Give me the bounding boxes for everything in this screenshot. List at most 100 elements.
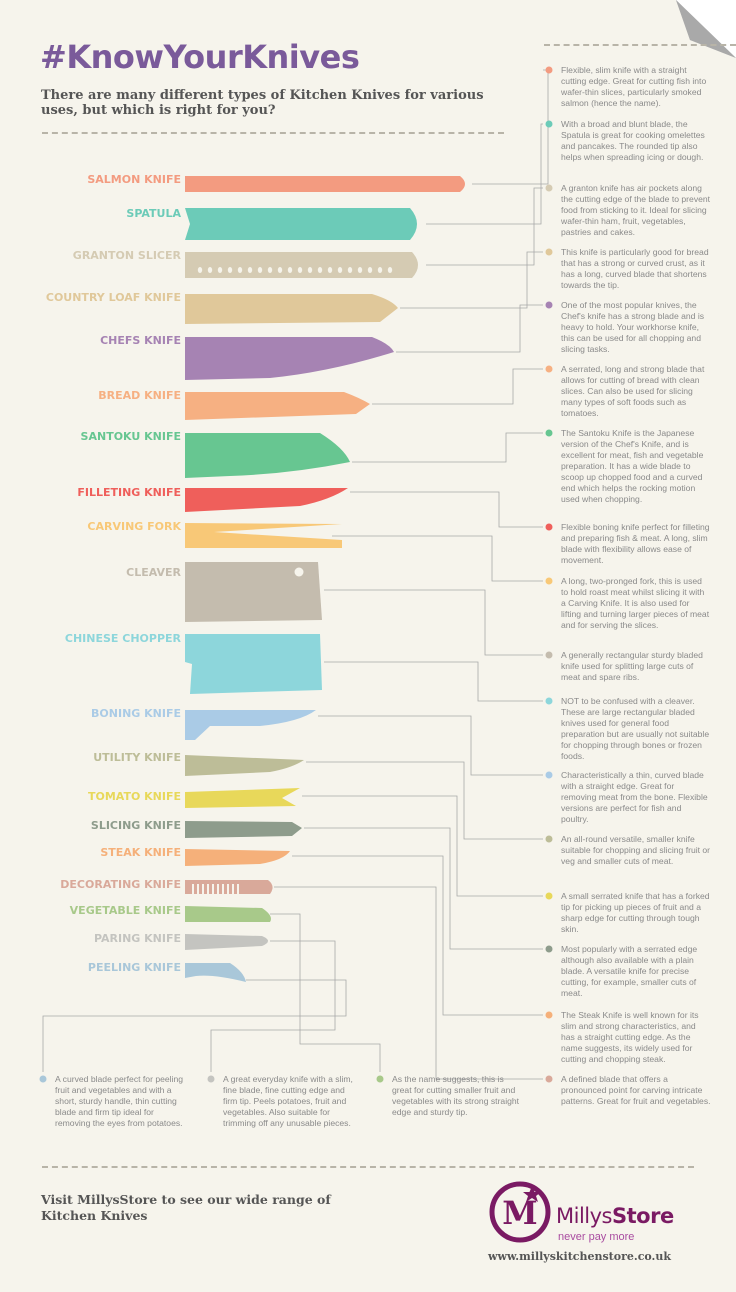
description-dot (545, 248, 553, 256)
knife-shape (185, 392, 370, 420)
decorating-tooth (197, 884, 199, 894)
knife-description: A small serrated knife that has a forked… (561, 891, 710, 934)
knife-shape (185, 433, 350, 478)
decorating-tooth (202, 884, 204, 894)
connector-line (210, 940, 336, 1072)
decorating-tooth (192, 884, 194, 894)
knife-shape (185, 849, 290, 866)
granton-dimple (367, 267, 373, 273)
description-dot (545, 365, 553, 373)
knife-shape (185, 934, 268, 950)
description-dot (545, 892, 553, 900)
connector-line (372, 368, 543, 405)
knife-label: BONING KNIFE (91, 707, 181, 720)
knife-label: UTILITY KNIFE (93, 751, 181, 764)
granton-dimple (207, 267, 213, 273)
description-dot (545, 697, 553, 705)
granton-dimple (197, 267, 203, 273)
knife-label: SALMON KNIFE (87, 173, 181, 186)
knife-description: A granton knife has air pockets along th… (561, 183, 711, 237)
decorating-tooth (207, 884, 209, 894)
connector-line (332, 535, 543, 582)
connector-line (302, 795, 543, 897)
knife-shape (185, 710, 316, 740)
decorating-tooth (212, 884, 214, 894)
description-dot (545, 1075, 553, 1083)
knife-description: A great everyday knife with a slim, fine… (223, 1074, 353, 1128)
knife-label: FILLETING KNIFE (77, 486, 181, 499)
granton-dimple (277, 267, 283, 273)
brand-name-b: Store (612, 1204, 674, 1228)
knife-label: SANTOKU KNIFE (80, 430, 181, 443)
granton-dimple (257, 267, 263, 273)
description-dot (545, 945, 553, 953)
knife-label: GRANTON SLICER (72, 249, 181, 262)
knife-shape (185, 755, 304, 776)
store-url[interactable]: www.millyskitchenstore.co.uk (488, 1250, 671, 1263)
connector-line (324, 661, 543, 702)
knife-label: VEGETABLE KNIFE (69, 904, 181, 917)
description-dot (545, 651, 553, 659)
description-dot (545, 184, 553, 192)
knife-description: NOT to be confused with a cleaver. These… (561, 696, 710, 761)
knife-label: TOMATO KNIFE (88, 790, 181, 803)
page-subtitle: There are many different types of Kitche… (41, 88, 484, 118)
knife-description: This knife is particularly good for brea… (561, 247, 709, 290)
knife-description: One of the most popular knives, the Chef… (561, 300, 705, 354)
connector-line (318, 715, 543, 776)
connector-line (324, 589, 543, 656)
knife-shape (185, 208, 417, 240)
knife-label: COUNTRY LOAF KNIFE (45, 291, 181, 304)
knife-shape (185, 252, 418, 278)
description-dot (545, 1011, 553, 1019)
connector-line (396, 304, 543, 353)
top-divider (42, 132, 504, 134)
description-dot (545, 301, 553, 309)
knife-description: The Santoku Knife is the Japanese versio… (561, 428, 704, 504)
granton-dimple (217, 267, 223, 273)
knife-shape (185, 788, 300, 808)
knife-description: Characteristically a thin, curved blade … (561, 770, 708, 824)
knife-label: CARVING FORK (87, 520, 181, 533)
connector-line (304, 827, 543, 950)
right-top-divider (544, 44, 736, 46)
granton-dimple (247, 267, 253, 273)
knife-description: As the name suggests, this is great for … (392, 1074, 520, 1117)
knife-description: A defined blade that offers a pronounced… (561, 1074, 711, 1106)
knife-shape (185, 294, 398, 324)
description-dot (545, 523, 553, 531)
decorating-tooth (237, 884, 239, 894)
connector-line (42, 979, 347, 1072)
knife-label: SPATULA (126, 207, 181, 220)
knife-description: A long, two-pronged fork, this is used t… (561, 576, 710, 630)
knife-description: Most popularly with a serrated edge alth… (561, 944, 698, 998)
knife-description: Flexible, slim knife with a straight cut… (561, 65, 707, 108)
granton-dimple (327, 267, 333, 273)
description-dot (545, 577, 553, 585)
visit-store-text: Visit MillysStore to see our wide range … (41, 1192, 331, 1223)
description-dot (376, 1075, 384, 1083)
knife-shape (185, 562, 322, 622)
knife-label: BREAD KNIFE (98, 389, 181, 402)
description-dot (545, 66, 553, 74)
connector-line (292, 855, 543, 1016)
connector-line (274, 886, 543, 1080)
knife-label: CHEFS KNIFE (100, 334, 181, 347)
granton-dimple (297, 267, 303, 273)
granton-dimple (317, 267, 323, 273)
knife-description: The Steak Knife is well known for its sl… (561, 1010, 699, 1064)
knife-shape (185, 337, 394, 380)
granton-dimple (287, 267, 293, 273)
granton-dimple (377, 267, 383, 273)
knife-shape (185, 821, 302, 838)
description-dot (545, 835, 553, 843)
knife-shape (185, 906, 271, 922)
description-dot (545, 771, 553, 779)
connector-line (350, 491, 543, 528)
knife-description: An all-round versatile, smaller knife su… (561, 834, 711, 866)
granton-dimple (237, 267, 243, 273)
description-dot (207, 1075, 215, 1083)
knife-description: A curved blade perfect for peeling fruit… (55, 1074, 184, 1128)
brand-name-a: Millys (556, 1204, 613, 1228)
decorating-tooth (232, 884, 234, 894)
